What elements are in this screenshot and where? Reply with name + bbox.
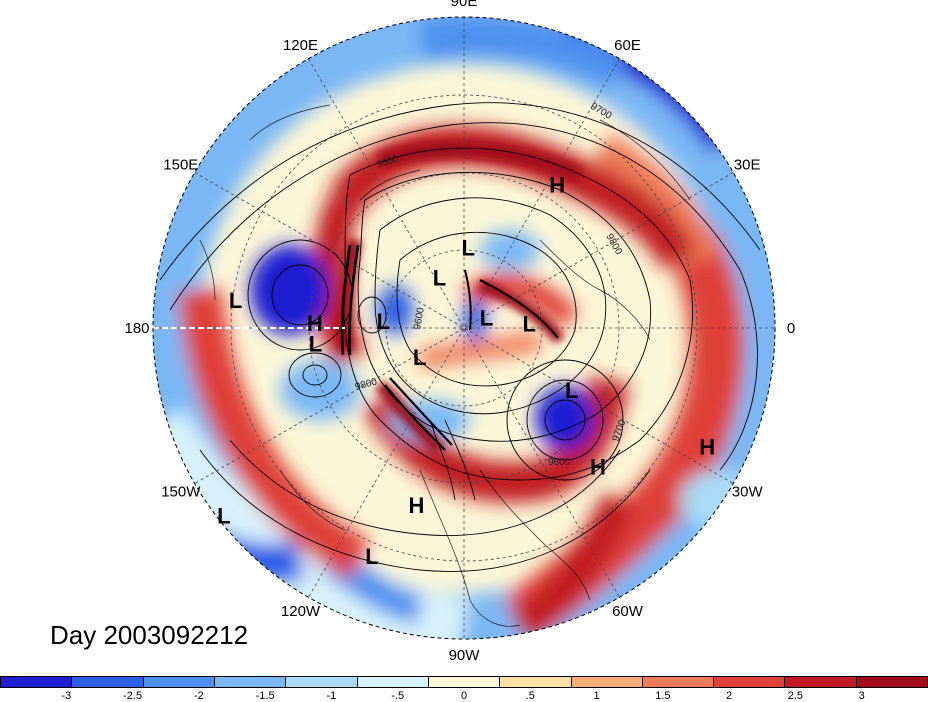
high-pressure-marker: H	[549, 173, 565, 198]
high-pressure-marker: H	[409, 493, 425, 518]
low-pressure-marker: L	[217, 504, 230, 529]
low-pressure-marker: L	[433, 266, 446, 291]
colorbar-swatch	[642, 677, 715, 687]
high-pressure-marker: H	[590, 455, 606, 480]
low-pressure-marker: L	[377, 309, 390, 334]
colorbar-swatch	[714, 677, 786, 687]
longitude-label: 30E	[734, 157, 761, 174]
geopotential-contours	[159, 102, 761, 572]
coastlines	[199, 104, 691, 627]
colorbar	[0, 676, 928, 688]
colorbar-tick-label: -1.5	[255, 690, 275, 702]
colorbar-tick-label: 0	[460, 690, 468, 702]
longitude-label: 120E	[283, 37, 318, 54]
anomaly-field	[153, 17, 775, 639]
low-pressure-marker: L	[461, 235, 474, 260]
colorbar-tick-label: 2.5	[787, 690, 804, 702]
low-pressure-marker: L	[309, 332, 322, 357]
longitude-labels: 90E 60E 30E 0 30W 60W 90W 120W 150W 180 150E 120E	[124, 0, 795, 664]
longitude-label: 150W	[161, 484, 201, 501]
map-boundary	[152, 16, 776, 640]
colorbar-swatch	[357, 677, 429, 687]
colorbar-tick-label: -.5	[391, 690, 405, 702]
colorbar-swatch	[856, 677, 928, 687]
longitude-label: 120W	[281, 603, 321, 620]
longitude-label: 60E	[614, 37, 641, 54]
high-pressure-marker: H	[307, 311, 323, 336]
longitude-label: 60W	[612, 603, 644, 620]
colorbar-swatch	[214, 677, 287, 687]
colorbar-swatch	[1, 677, 73, 687]
colorbar-swatch	[428, 677, 501, 687]
longitude-label: 150E	[163, 157, 198, 174]
colorbar-tick-label: 3	[858, 690, 865, 702]
date-label: Day 2003092212	[50, 620, 249, 650]
longitude-label: 30W	[732, 484, 764, 501]
colorbar-ticks: -3 -2.5 -2 -1.5 -1 -.5 0 .5 1 1.5 2 2.5 3	[0, 690, 928, 702]
low-pressure-marker: L	[565, 378, 578, 403]
longitude-label: 90E	[451, 0, 478, 10]
colorbar-tick-label: -2	[194, 690, 204, 702]
colorbar-tick-label: -3	[61, 690, 72, 702]
high-pressure-marker: H	[699, 435, 715, 460]
contour-label: 9600	[548, 457, 571, 468]
colorbar-swatch	[286, 677, 358, 687]
polar-map: 9700 9600 9800 9600 9800 9700 9600 90E60…	[124, 0, 795, 664]
colorbar-swatch	[143, 677, 215, 687]
colorbar-swatch	[785, 677, 857, 687]
colorbar-swatch	[72, 677, 144, 687]
low-pressure-marker: L	[229, 288, 242, 313]
low-pressure-marker: L	[413, 345, 426, 370]
low-pressure-marker: L	[522, 311, 535, 336]
colorbar-tick-label: -1	[326, 690, 337, 702]
low-pressure-marker: L	[480, 306, 493, 331]
colorbar-tick-label: 2	[726, 690, 733, 702]
longitude-label: 180	[124, 320, 149, 337]
colorbar-swatch	[500, 677, 572, 687]
colorbar-tick-label: .5	[525, 690, 535, 702]
colorbar-tick-label: 1	[593, 690, 600, 702]
contour-label: 9600	[412, 306, 427, 330]
low-pressure-marker: L	[365, 544, 378, 569]
colorbar-swatch	[571, 677, 643, 687]
colorbar-tick-label: -2.5	[123, 690, 143, 702]
longitude-label: 90W	[449, 647, 481, 664]
longitude-label: 0	[787, 320, 795, 337]
colorbar-tick-label: 1.5	[655, 690, 671, 702]
